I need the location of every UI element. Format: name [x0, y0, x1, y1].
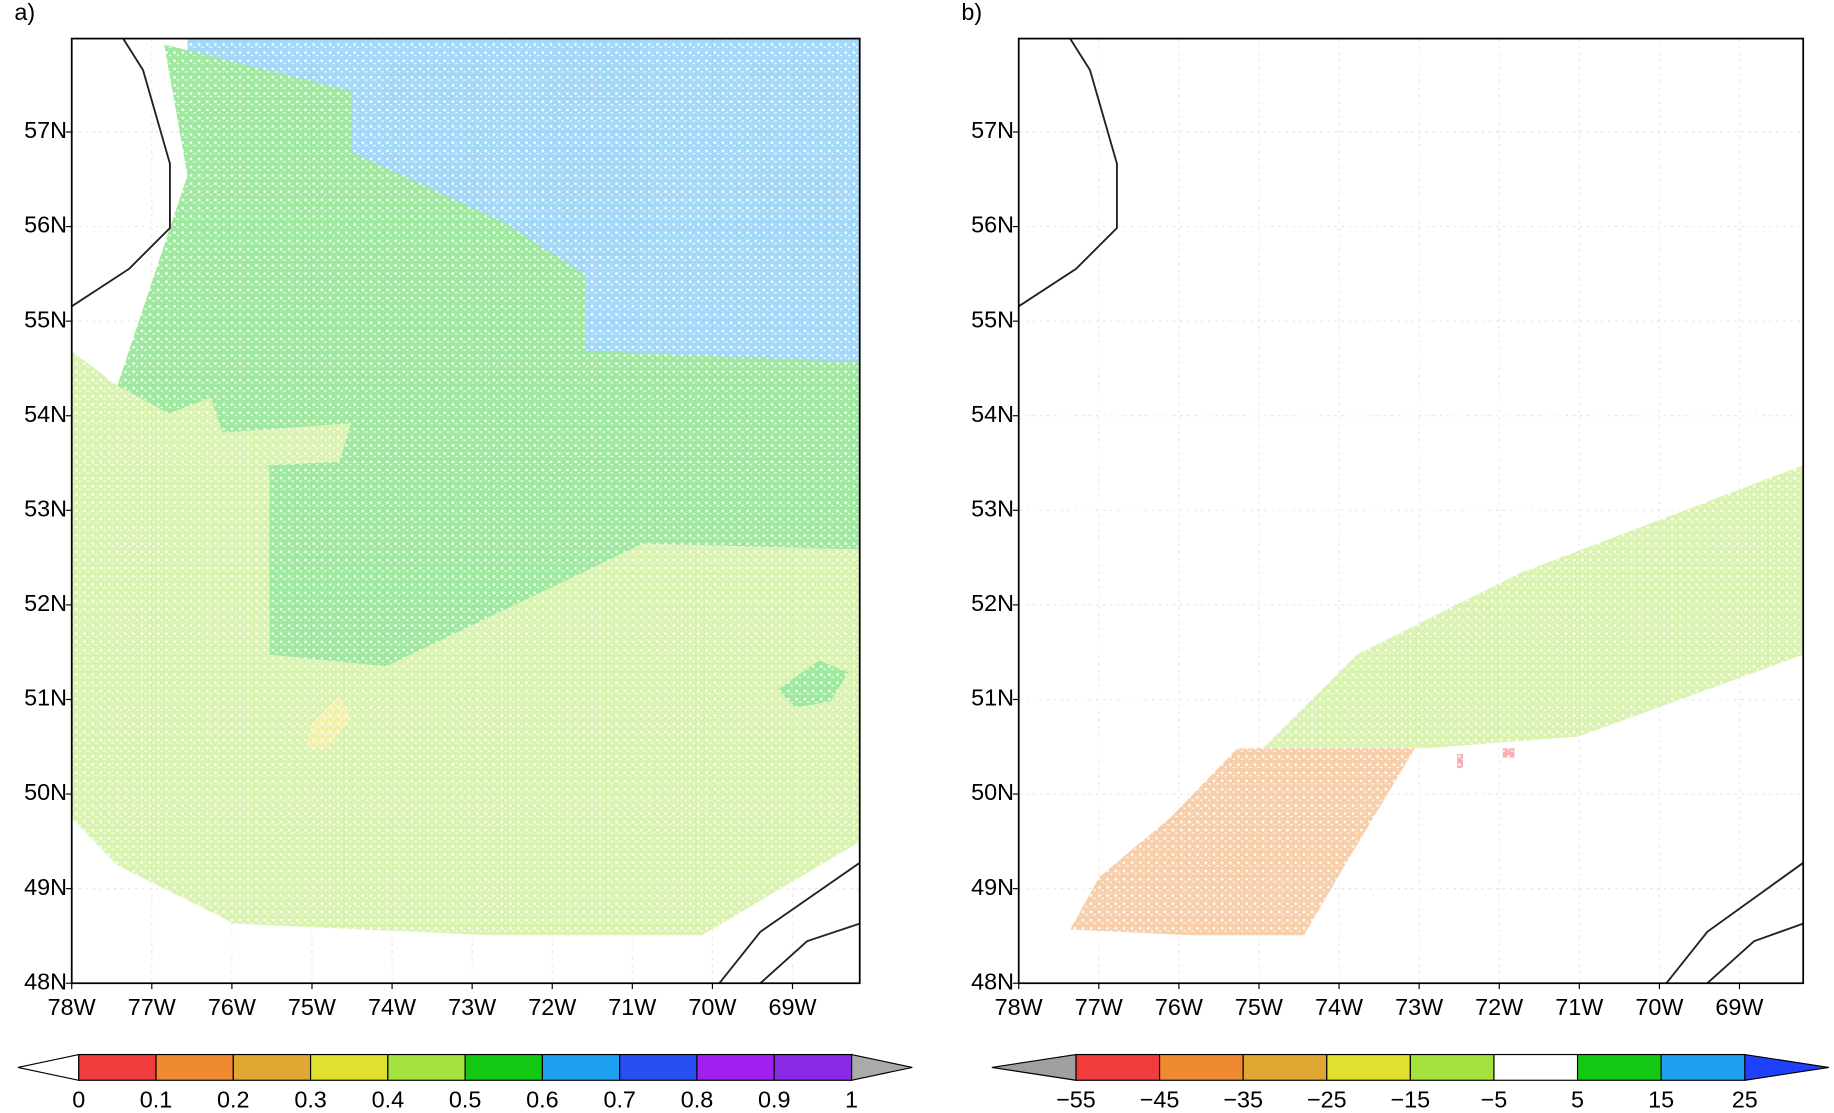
colorbar-label: 0.6 [526, 1086, 559, 1112]
y-tick-label: 52N [971, 590, 1014, 616]
colorbar-box [78, 1053, 157, 1081]
x-tick-label: 77W [1075, 994, 1123, 1020]
colorbar-label: 5 [1571, 1086, 1584, 1112]
colorbar-box [1159, 1053, 1244, 1081]
colorbar-label: 0 [72, 1086, 85, 1112]
colorbar-label: −15 [1391, 1086, 1431, 1112]
x-tick-label: 77W [128, 994, 176, 1020]
colorbar-box [773, 1053, 853, 1081]
field-b [1018, 38, 1804, 984]
colorbar-box [1660, 1053, 1746, 1081]
x-tick-label: 69W [768, 994, 816, 1020]
y-tick-label: 53N [24, 495, 67, 521]
x-tick-label: 72W [528, 994, 576, 1020]
colorbar-box [541, 1053, 621, 1081]
y-tick-label: 54N [971, 401, 1014, 427]
colorbar-box [1242, 1053, 1328, 1081]
x-tick-label: 73W [448, 994, 496, 1020]
x-tick-label: 75W [288, 994, 336, 1020]
colorbar-label: −35 [1223, 1086, 1263, 1112]
colorbar-box [232, 1053, 312, 1081]
colorbar-low [991, 1053, 1077, 1081]
y-tick-label: 53N [971, 495, 1014, 521]
colorbar-label: 0.1 [140, 1086, 173, 1112]
colorbar-label: −55 [1056, 1086, 1096, 1112]
colorbar-box [387, 1053, 466, 1081]
colorbar-low [17, 1053, 80, 1081]
colorbar-box [155, 1053, 234, 1081]
colorbar-label: 0.4 [372, 1086, 405, 1112]
y-tick-label: 54N [24, 401, 67, 427]
x-tick-label: 70W [1635, 994, 1683, 1020]
colorbar-high [850, 1053, 913, 1081]
colorbar-box [1326, 1053, 1411, 1081]
colorbar-label: −45 [1140, 1086, 1180, 1112]
colorbar-label: 0.2 [217, 1086, 249, 1112]
colorbar-box [1493, 1053, 1579, 1081]
colorbar-label: 0.7 [603, 1086, 636, 1112]
x-tick-label: 74W [368, 994, 416, 1020]
y-tick-label: 49N [24, 874, 67, 900]
x-tick-label: 69W [1715, 994, 1763, 1020]
x-tick-label: 75W [1235, 994, 1283, 1020]
y-tick-label: 50N [24, 779, 67, 805]
y-tick-label: 57N [24, 117, 67, 143]
x-tick-label: 78W [48, 994, 96, 1020]
y-tick-label: 56N [24, 212, 67, 238]
y-tick-label: 51N [24, 685, 67, 711]
colorbar-label: 25 [1732, 1086, 1758, 1112]
colorbar-label: 0.5 [449, 1086, 482, 1112]
x-tick-label: 76W [1155, 994, 1203, 1020]
colorbar-box [619, 1053, 698, 1081]
x-tick-label: 76W [208, 994, 256, 1020]
y-tick-label: 49N [971, 874, 1014, 900]
colorbar-high [1744, 1053, 1830, 1081]
x-tick-label: 70W [688, 994, 736, 1020]
colorbar-box [1409, 1053, 1495, 1081]
y-tick-label: 56N [971, 212, 1014, 238]
y-tick-label: 48N [971, 968, 1014, 994]
colorbar-box [696, 1053, 775, 1081]
x-tick-label: 73W [1395, 994, 1443, 1020]
colorbar-label: 0.8 [681, 1086, 714, 1112]
map-frame [70, 37, 861, 985]
colorbar-box [1075, 1053, 1161, 1081]
x-tick-label: 71W [1555, 994, 1603, 1020]
colorbar-label: 1 [845, 1086, 858, 1112]
y-tick-label: 50N [971, 779, 1014, 805]
x-tick-label: 71W [608, 994, 656, 1020]
y-tick-label: 55N [24, 306, 67, 332]
y-tick-label: 52N [24, 590, 67, 616]
colorbar-box [309, 1053, 389, 1081]
colorbar-label: −25 [1307, 1086, 1347, 1112]
colorbar-label: −5 [1481, 1086, 1508, 1112]
colorbar-box [1576, 1053, 1662, 1081]
panel-label: a) [14, 0, 35, 25]
colorbar-box [464, 1053, 543, 1081]
annotations: a)78W 77W 76W 75W 74W 73W 72W 71W 70W 69W48N49N50… [14, 0, 1830, 1112]
y-tick-label: 55N [971, 306, 1014, 332]
x-tick-label: 74W [1315, 994, 1363, 1020]
colorbar-label: 0.3 [294, 1086, 327, 1112]
field-a [71, 38, 860, 984]
colorbar-label: 15 [1648, 1086, 1674, 1112]
y-tick-label: 57N [971, 117, 1014, 143]
y-tick-label: 48N [24, 968, 67, 994]
x-tick-label: 72W [1475, 994, 1523, 1020]
panel-label: b) [961, 0, 982, 25]
colorbar-label: 0.9 [758, 1086, 791, 1112]
x-tick-label: 78W [995, 994, 1043, 1020]
y-tick-label: 51N [971, 685, 1014, 711]
coastlines [71, 38, 1804, 984]
